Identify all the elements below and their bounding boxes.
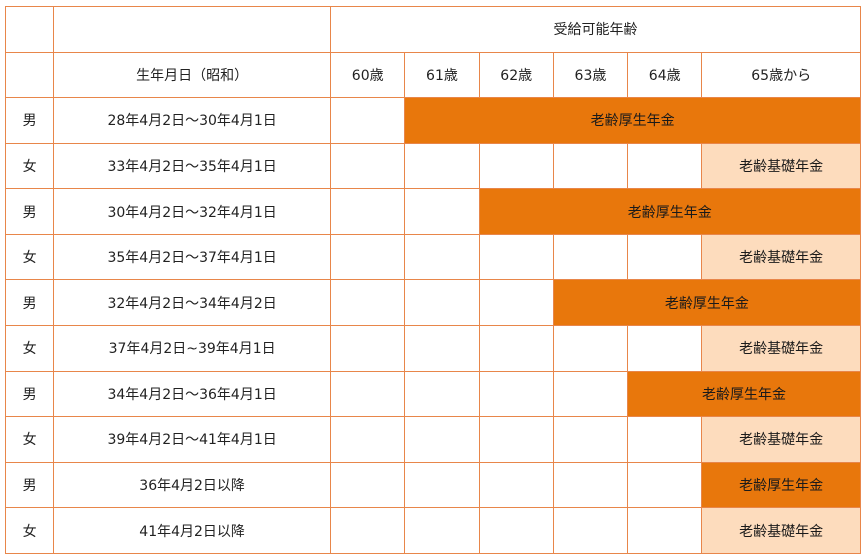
table-row: 男 34年4月2日〜36年4月1日 老齢厚生年金 (4, 370, 861, 418)
empty-age-cell (627, 416, 703, 463)
empty-age-cell (552, 461, 629, 509)
empty-age-cell (330, 325, 406, 372)
empty-age-cell (330, 416, 406, 463)
gender-cell: 女 (4, 507, 55, 554)
header-gender-cell (4, 51, 55, 99)
empty-age-cell (478, 233, 554, 281)
pension-bar: 老齢基礎年金 (701, 325, 861, 372)
empty-age-cell (404, 188, 480, 235)
empty-age-cell (330, 97, 406, 144)
gender-cell: 男 (4, 279, 55, 327)
table-row: 女 33年4月2日〜35年4月1日 老齢基礎年金 (4, 142, 861, 190)
empty-age-cell (478, 142, 554, 190)
empty-age-cell (330, 279, 406, 327)
table-row: 女 39年4月2日〜41年4月1日 老齢基礎年金 (4, 416, 861, 463)
empty-age-cell (330, 142, 406, 190)
header-age-60: 60歳 (330, 51, 406, 99)
empty-age-cell (404, 233, 480, 281)
empty-age-cell (478, 416, 554, 463)
table-row: 男 28年4月2日〜30年4月1日 老齢厚生年金 (4, 97, 861, 144)
birthdate-cell: 37年4月2日~39年4月1日 (53, 325, 332, 372)
empty-age-cell (552, 325, 629, 372)
birthdate-cell: 32年4月2日〜34年4月2日 (53, 279, 332, 327)
gender-cell: 男 (4, 97, 55, 144)
header-row-ages: 生年月日（昭和） 60歳 61歳 62歳 63歳 64歳 65歳から (4, 51, 861, 99)
empty-age-cell (478, 507, 554, 554)
birthdate-cell: 34年4月2日〜36年4月1日 (53, 370, 332, 418)
table-row: 男 36年4月2日以降 老齢厚生年金 (4, 461, 861, 509)
pension-bar: 老齢基礎年金 (701, 233, 861, 281)
empty-age-cell (330, 370, 406, 418)
pension-bar: 老齢基礎年金 (701, 142, 861, 190)
empty-age-cell (404, 416, 480, 463)
birthdate-cell: 41年4月2日以降 (53, 507, 332, 554)
header-age-61: 61歳 (404, 51, 480, 99)
gender-cell: 女 (4, 325, 55, 372)
empty-age-cell (404, 325, 480, 372)
empty-age-cell (478, 461, 554, 509)
table-body: 受給可能年齢 生年月日（昭和） 60歳 61歳 62歳 63歳 64歳 65歳か… (4, 6, 862, 554)
empty-age-cell (404, 279, 480, 327)
empty-age-cell (627, 507, 703, 554)
empty-age-cell (552, 416, 629, 463)
pension-bar: 老齢厚生年金 (701, 461, 861, 509)
pension-bar: 老齢基礎年金 (701, 507, 861, 554)
empty-age-cell (552, 233, 629, 281)
empty-age-cell (478, 325, 554, 372)
header-age-63: 63歳 (552, 51, 629, 99)
gender-cell: 男 (4, 188, 55, 235)
birthdate-cell: 39年4月2日〜41年4月1日 (53, 416, 332, 463)
empty-age-cell (330, 461, 406, 509)
table-row: 男 32年4月2日〜34年4月2日 老齢厚生年金 (4, 279, 862, 327)
header-age-62: 62歳 (478, 51, 554, 99)
header-row-group: 受給可能年齢 (4, 6, 861, 53)
header-age-65: 65歳から (701, 51, 861, 99)
table-row: 女 37年4月2日~39年4月1日 老齢基礎年金 (4, 325, 861, 372)
pension-bar: 老齢厚生年金 (627, 370, 861, 418)
empty-age-cell (627, 142, 703, 190)
empty-age-cell (552, 142, 629, 190)
empty-age-cell (478, 370, 554, 418)
empty-age-cell (627, 233, 703, 281)
empty-age-cell (404, 461, 480, 509)
pension-bar: 老齢基礎年金 (701, 416, 861, 463)
gender-cell: 男 (4, 461, 55, 509)
table-row: 女 35年4月2日〜37年4月1日 老齢基礎年金 (4, 233, 861, 281)
empty-age-cell (478, 279, 554, 327)
header-birthdate: 生年月日（昭和） (53, 51, 332, 99)
birthdate-cell: 33年4月2日〜35年4月1日 (53, 142, 332, 190)
empty-age-cell (330, 507, 406, 554)
empty-age-cell (404, 507, 480, 554)
empty-age-cell (627, 461, 703, 509)
table-row: 男 30年4月2日〜32年4月1日 老齢厚生年金 (4, 188, 862, 235)
header-age-64: 64歳 (627, 51, 703, 99)
empty-age-cell (404, 142, 480, 190)
empty-age-cell (330, 233, 406, 281)
birthdate-cell: 36年4月2日以降 (53, 461, 332, 509)
pension-bar: 老齢厚生年金 (478, 188, 862, 235)
gender-cell: 女 (4, 416, 55, 463)
header-blank-cell (53, 6, 332, 53)
pension-eligibility-table: 受給可能年齢 生年月日（昭和） 60歳 61歳 62歳 63歳 64歳 65歳か… (4, 6, 862, 554)
empty-age-cell (627, 325, 703, 372)
gender-cell: 男 (4, 370, 55, 418)
header-eligible-age: 受給可能年齢 (330, 6, 861, 53)
empty-age-cell (404, 370, 480, 418)
empty-age-cell (330, 188, 406, 235)
gender-cell: 女 (4, 142, 55, 190)
pension-bar: 老齢厚生年金 (552, 279, 862, 327)
pension-bar: 老齢厚生年金 (404, 97, 861, 144)
empty-age-cell (552, 507, 629, 554)
birthdate-cell: 35年4月2日〜37年4月1日 (53, 233, 332, 281)
empty-age-cell (552, 370, 629, 418)
gender-cell: 女 (4, 233, 55, 281)
birthdate-cell: 30年4月2日〜32年4月1日 (53, 188, 332, 235)
table-row: 女 41年4月2日以降 老齢基礎年金 (4, 507, 861, 554)
header-corner-cell (4, 6, 55, 53)
birthdate-cell: 28年4月2日〜30年4月1日 (53, 97, 332, 144)
